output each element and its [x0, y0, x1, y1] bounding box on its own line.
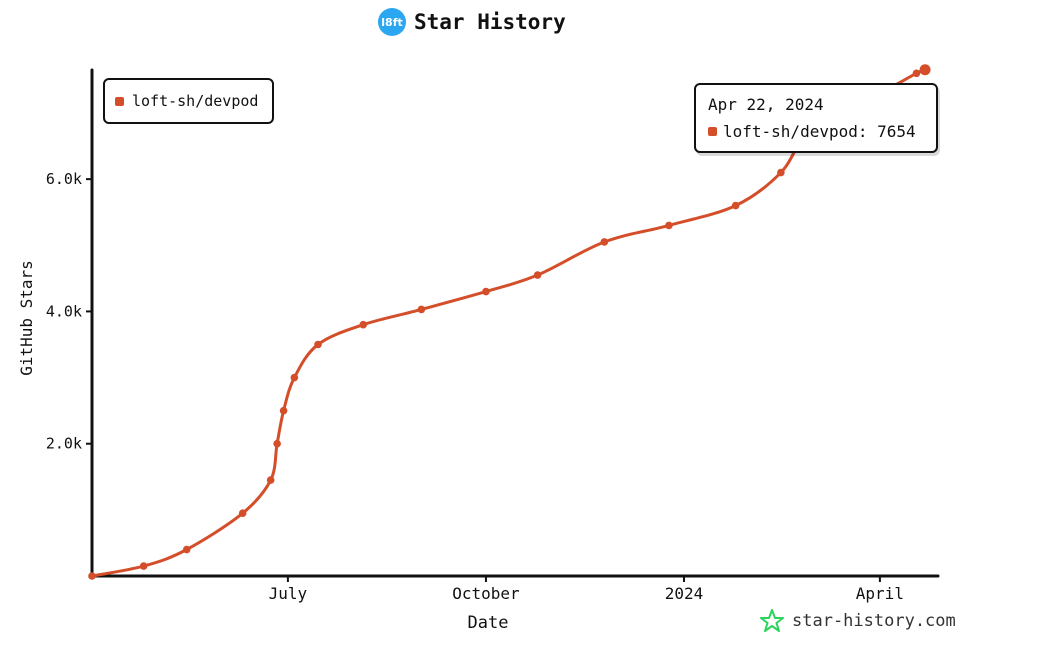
tooltip-value: loft-sh/devpod: 7654 [723, 122, 916, 141]
tooltip-date: Apr 22, 2024 [708, 95, 824, 114]
data-point [417, 305, 426, 314]
y-tick-label: 4.0k [46, 302, 82, 320]
y-axis-label: GitHub Stars [17, 260, 36, 376]
y-tick-label: 6.0k [46, 170, 82, 188]
data-point [88, 572, 96, 580]
data-point [912, 69, 921, 78]
legend[interactable]: loft-sh/devpod [103, 78, 275, 124]
data-point [290, 373, 299, 382]
data-point [731, 201, 740, 210]
x-tick-label: 2024 [665, 584, 704, 603]
data-point [600, 238, 609, 246]
data-point [182, 545, 191, 554]
tooltip-value-row: loft-sh/devpod: 7654 [708, 122, 916, 141]
data-point [665, 221, 673, 230]
data-point [533, 271, 542, 279]
data-point [273, 439, 281, 448]
x-tick-label: April [856, 584, 904, 603]
legend-swatch [115, 96, 124, 106]
star-logo-icon [760, 609, 784, 632]
x-tick-label: October [452, 584, 520, 603]
data-point [359, 320, 368, 329]
legend-label: loft-sh/devpod [132, 92, 259, 110]
data-point [139, 562, 148, 570]
tooltip: Apr 22, 2024 loft-sh/devpod: 7654 [694, 83, 938, 153]
data-point [266, 476, 275, 484]
data-point [314, 340, 322, 349]
data-point [482, 287, 490, 296]
data-point [279, 406, 288, 415]
watermark[interactable]: star-history.com [760, 609, 956, 633]
data-point [777, 168, 785, 177]
y-tick-label: 2.0k [46, 435, 82, 453]
loft-logo-icon: l8ft [378, 8, 406, 36]
chart-title: Star History [414, 10, 566, 34]
watermark-text: star-history.com [792, 611, 956, 631]
axes [89, 68, 940, 579]
x-tick-label: July [269, 584, 308, 603]
x-axis-label: Date [468, 613, 509, 633]
data-point [919, 64, 931, 76]
axis-ticks: 2.0k 4.0k 6.0k July October 2024 April [46, 170, 904, 603]
tooltip-swatch [708, 127, 717, 136]
data-point [238, 509, 247, 517]
chart-header: l8ft Star History [378, 6, 566, 38]
